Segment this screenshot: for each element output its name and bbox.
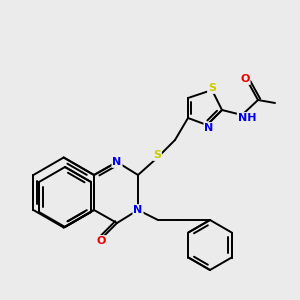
- Text: O: O: [240, 74, 250, 84]
- Text: N: N: [204, 123, 214, 133]
- Text: O: O: [96, 236, 106, 246]
- Text: NH: NH: [238, 113, 256, 123]
- Text: S: S: [153, 150, 161, 160]
- Text: N: N: [134, 205, 142, 215]
- Text: S: S: [208, 83, 216, 93]
- Text: N: N: [112, 157, 122, 167]
